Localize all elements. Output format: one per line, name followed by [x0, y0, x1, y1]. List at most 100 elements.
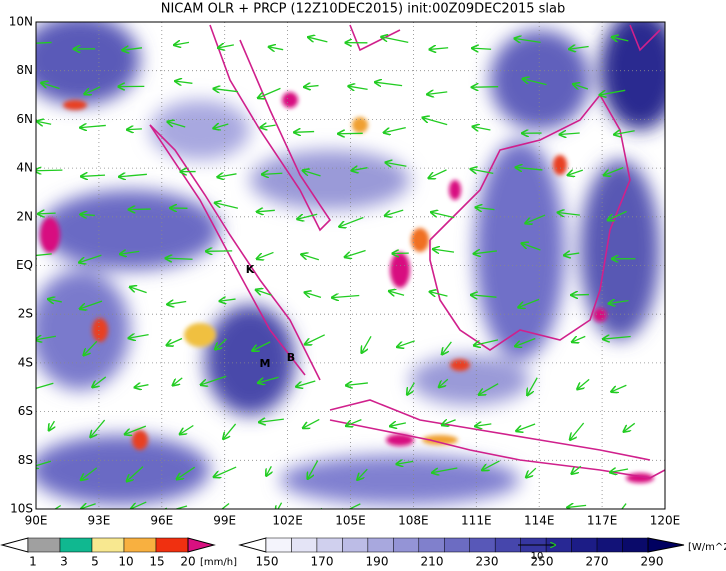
wind-arrow: [81, 467, 98, 480]
wind-arrow: [303, 171, 321, 177]
wind-arrow: [430, 292, 448, 296]
olr-color-segment: [265, 537, 292, 553]
wind-arrow: [220, 299, 236, 301]
wind-arrow: [36, 382, 54, 389]
wind-arrow: [223, 423, 237, 439]
olr-tick-label: 190: [366, 555, 389, 569]
wind-arrow: [81, 175, 106, 176]
olr-color-segment: [316, 537, 343, 553]
olr-tick-label: 170: [311, 555, 334, 569]
olr-tick-label: 290: [641, 555, 664, 569]
precip-color-segment: [91, 537, 125, 553]
wind-arrow: [38, 213, 56, 214]
precip-tick-label: 10: [118, 555, 133, 569]
wind-arrow: [473, 127, 491, 130]
wind-arrow: [612, 37, 629, 41]
wind-arrow: [180, 424, 194, 435]
wind-arrow: [407, 382, 415, 395]
wind-arrow: [36, 460, 52, 467]
wind-arrow: [174, 42, 190, 45]
place-label: B: [287, 351, 295, 364]
wind-arrow: [130, 287, 147, 294]
wind-arrow: [85, 86, 101, 94]
wind-arrow: [120, 251, 140, 254]
wind-arrow: [621, 503, 627, 509]
wind-arrow: [572, 465, 582, 473]
wind-arrow: [119, 174, 147, 176]
wind-arrow: [253, 341, 271, 351]
wind-arrow: [479, 383, 499, 395]
wind-arrow: [269, 47, 284, 50]
wind-arrow: [430, 48, 449, 50]
lat-label: 10S: [10, 502, 33, 516]
wind-arrow: [296, 380, 316, 387]
olr-color-segment: [571, 537, 598, 553]
precip-tick-label: 20: [180, 555, 195, 569]
wind-arrow: [257, 251, 274, 258]
wind-arrow: [611, 384, 627, 391]
wind-arrow: [516, 167, 543, 170]
wind-arrow: [162, 505, 188, 509]
olr-color-segment: [342, 537, 369, 553]
lat-label: 8N: [16, 63, 33, 77]
wind-arrow: [167, 301, 187, 304]
olr-tick-label: 210: [421, 555, 444, 569]
wind-arrow: [385, 209, 404, 216]
wind-arrow: [427, 92, 448, 94]
wind-arrow: [609, 301, 629, 304]
wind-arrow: [302, 254, 320, 261]
wind-arrow: [305, 334, 326, 344]
olr-color-segment: [418, 537, 445, 553]
wind-arrow: [475, 424, 492, 426]
olr-field: [36, 22, 665, 505]
wind-arrow: [346, 383, 368, 385]
wind-arrow: [49, 420, 54, 430]
wind-arrow: [218, 174, 237, 177]
lon-label: 105E: [335, 514, 366, 528]
wind-arrow: [474, 251, 497, 254]
wind-arrow: [564, 253, 580, 255]
wind-arrow: [558, 213, 580, 216]
wind-arrow: [214, 89, 239, 92]
wind-arrow: [93, 376, 107, 387]
wind-arrow: [570, 422, 585, 440]
vector-reference-label: 10: [531, 551, 544, 562]
olr-color-segment: [622, 537, 649, 553]
olr-color-segment: [444, 537, 470, 553]
wind-arrow: [303, 418, 320, 427]
wind-arrow: [258, 87, 281, 97]
wind-arrow: [610, 469, 629, 472]
wind-arrow: [472, 48, 492, 49]
wind-arrow: [516, 423, 536, 431]
wind-arrow: [79, 254, 102, 262]
olr-color-segment: [393, 537, 420, 553]
wind-arrow: [261, 125, 276, 127]
lon-label: 99E: [213, 514, 236, 528]
precip-triangle-high: [187, 537, 216, 553]
wind-arrow: [608, 210, 627, 220]
title: NICAM OLR + PRCP (12Z10DEC2015) init:00Z…: [161, 2, 566, 17]
plot-frame: [35, 21, 666, 510]
wind-arrow: [123, 48, 143, 50]
lat-label: 4S: [18, 355, 33, 369]
wind-arrow: [569, 47, 589, 50]
coastlines: [149, 24, 665, 479]
wind-arrow: [214, 466, 237, 477]
wind-arrow: [346, 419, 362, 426]
wind-arrow: [41, 83, 60, 90]
olr-color-segment: [469, 537, 496, 553]
wind-arrow: [515, 39, 541, 43]
wind-arrow: [352, 168, 368, 171]
wind-arrow: [214, 124, 229, 128]
wind-arrow: [332, 296, 360, 298]
wind-arrow: [474, 339, 499, 345]
wind-arrow: [201, 375, 227, 385]
wind-arrow: [257, 210, 275, 211]
wind-arrow: [526, 214, 546, 223]
wind-arrow: [624, 422, 636, 431]
lon-label: 93E: [87, 514, 110, 528]
wind-arrow: [362, 335, 372, 352]
olr-tick-label: 230: [476, 555, 499, 569]
wind-arrow: [91, 419, 106, 437]
wind-vectors: [36, 37, 636, 509]
